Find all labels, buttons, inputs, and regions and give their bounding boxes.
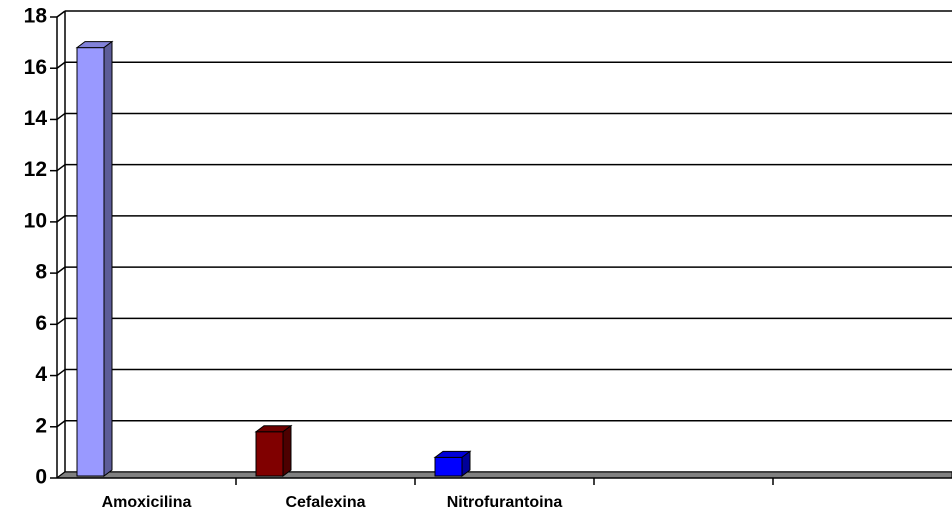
y-tick-label: 0 — [35, 466, 47, 489]
bar-side — [282, 424, 292, 477]
grid-line — [56, 266, 66, 274]
grid-line — [56, 10, 66, 18]
y-tick-label: 10 — [24, 209, 47, 232]
y-tick-label: 4 — [35, 363, 47, 386]
bar — [76, 47, 105, 477]
x-tick-label: Cefalexina — [285, 494, 365, 511]
grid-line — [56, 112, 66, 121]
y-tick-label: 18 — [24, 5, 48, 28]
bar — [434, 456, 463, 477]
bar — [255, 431, 284, 477]
y-tick-label: 12 — [24, 158, 47, 181]
grid-line — [56, 317, 66, 325]
bar-side — [461, 450, 471, 477]
grid-line — [56, 420, 66, 428]
y-tick-label: 14 — [24, 107, 48, 130]
grid-line — [56, 368, 66, 377]
x-tick-label: Nitrofurantoina — [447, 494, 563, 511]
grid-line — [56, 215, 66, 223]
bar-side — [103, 40, 113, 477]
grid-line — [56, 61, 66, 69]
y-tick-label: 2 — [35, 414, 47, 437]
y-tick-label: 6 — [35, 312, 47, 335]
y-tick-label: 16 — [24, 56, 47, 79]
grid-line — [56, 164, 66, 172]
floor — [55, 471, 952, 479]
x-tick-label: Amoxicilina — [102, 494, 192, 511]
y-tick-label: 8 — [35, 261, 47, 284]
